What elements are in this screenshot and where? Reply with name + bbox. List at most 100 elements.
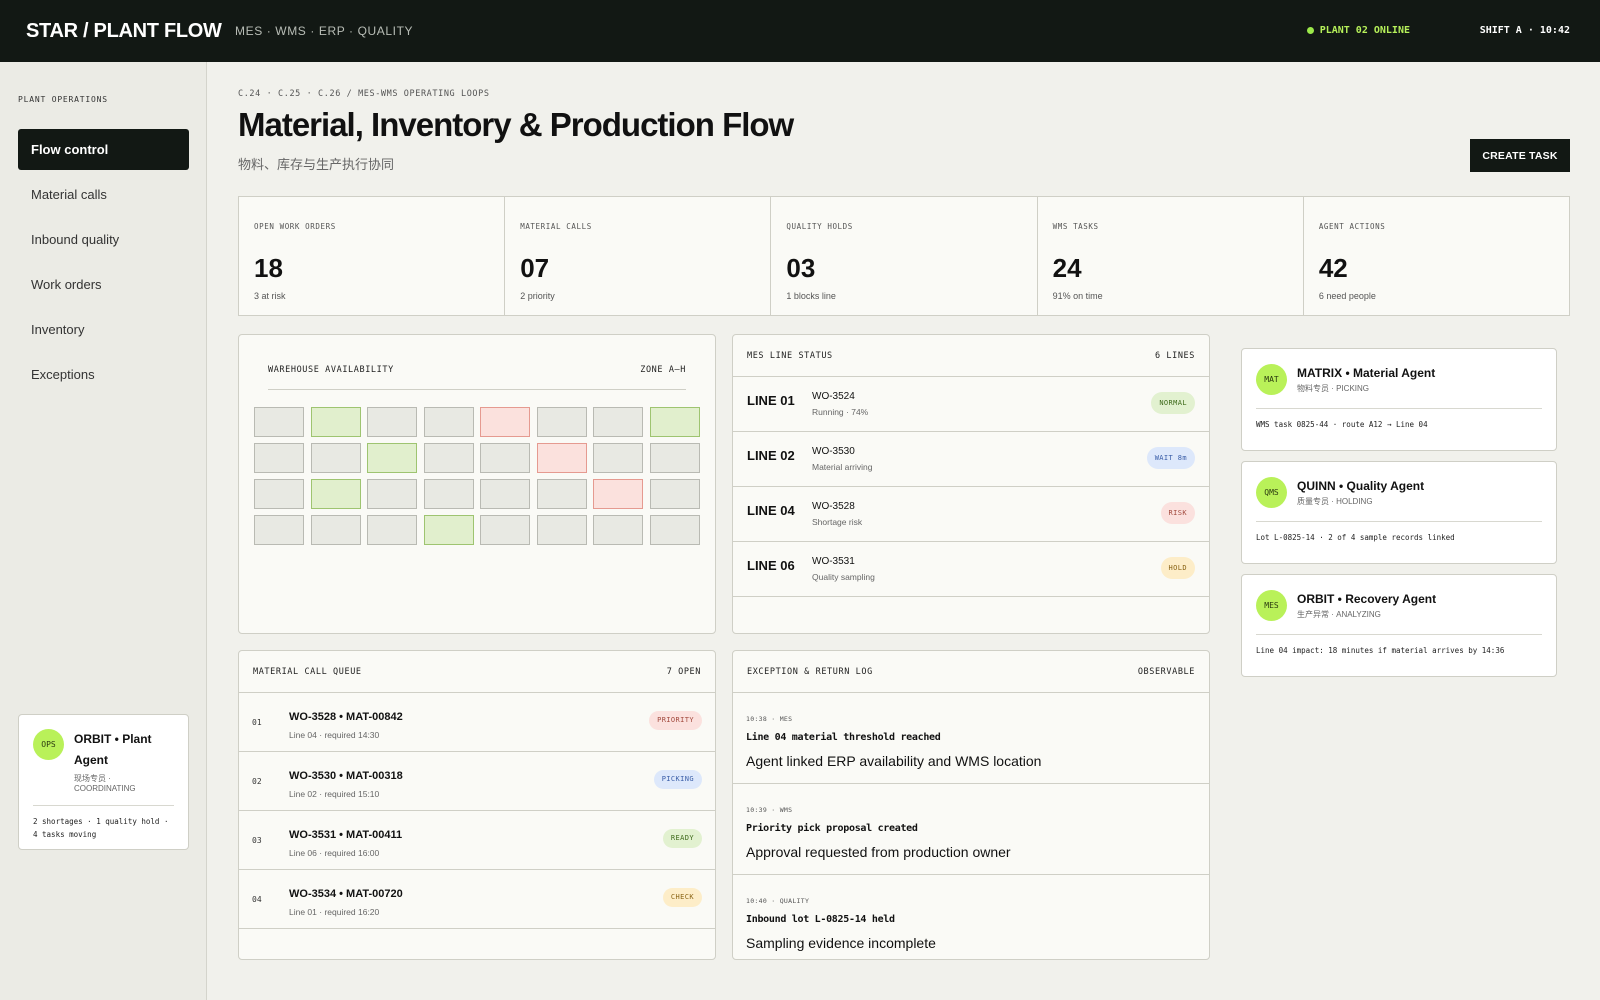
sidebar-item-flow-control[interactable]: Flow control (18, 129, 189, 170)
kpi-value: 18 (254, 253, 283, 283)
kpi-wms-tasks[interactable]: WMS TASKS 24 91% on time (1038, 197, 1304, 315)
log-meta: 10:38 · MES (746, 715, 793, 723)
row-number: 01 (252, 718, 262, 727)
kpi-value: 24 (1052, 253, 1082, 283)
warehouse-bin[interactable] (423, 479, 474, 509)
kpi-note: 6 need people (1318, 291, 1376, 301)
call-detail: Line 06 · required 16:00 (289, 848, 380, 858)
log-description: Approval requested from production owner (746, 844, 1011, 860)
agent-name: ORBIT • Plant Agent (74, 732, 152, 767)
agent-note: Lot L-0825-14 · 2 of 4 sample records li… (1256, 533, 1455, 542)
agent-avatar: MAT (1256, 364, 1287, 395)
line-row[interactable]: LINE 04 WO-3528 Shortage risk RISK (733, 487, 1209, 542)
divider (1256, 634, 1542, 635)
warehouse-bin[interactable] (254, 443, 304, 473)
sidebar-item-material-calls[interactable]: Material calls (31, 187, 107, 202)
warehouse-bin[interactable] (536, 515, 587, 545)
queue-row[interactable]: 02 WO-3530 • MAT-00318 Line 02 · require… (239, 752, 715, 811)
quality-agent-card[interactable]: QMS QUINN • Quality Agent 质量专员 · HOLDING… (1241, 461, 1557, 564)
plant-agent-card[interactable]: OPS ORBIT • Plant Agent 现场专员 · COORDINAT… (18, 714, 189, 850)
open-count: 7 OPEN (666, 666, 701, 677)
warehouse-bin[interactable] (649, 443, 700, 473)
line-state: Quality sampling (812, 572, 875, 582)
warehouse-availability-panel: WAREHOUSE AVAILABILITY ZONE A–H (238, 334, 716, 634)
warehouse-bin[interactable] (367, 443, 417, 473)
warehouse-bin[interactable] (480, 515, 530, 545)
panel-title: WAREHOUSE AVAILABILITY (268, 365, 394, 375)
queue-row[interactable]: 04 WO-3534 • MAT-00720 Line 01 · require… (239, 870, 715, 929)
panel-header: MES LINE STATUS 6 LINES (733, 335, 1209, 377)
queue-row[interactable]: 03 WO-3531 • MAT-00411 Line 06 · require… (239, 811, 715, 870)
material-call-queue-panel: MATERIAL CALL QUEUE 7 OPEN 01 WO-3528 • … (238, 650, 716, 960)
kpi-note: 91% on time (1052, 291, 1103, 301)
panel-header: WAREHOUSE AVAILABILITY ZONE A–H (268, 365, 686, 390)
warehouse-bin[interactable] (593, 515, 643, 545)
warehouse-bin[interactable] (423, 443, 474, 473)
warehouse-bin[interactable] (649, 407, 700, 437)
kpi-value: 42 (1318, 253, 1348, 283)
warehouse-bin[interactable] (480, 407, 530, 437)
warehouse-bin[interactable] (593, 443, 643, 473)
warehouse-bin[interactable] (649, 515, 700, 545)
sidebar-item-inbound-quality[interactable]: Inbound quality (31, 232, 120, 247)
brand-logo[interactable]: STAR / PLANT FLOW (26, 20, 222, 42)
line-name: LINE 04 (747, 503, 795, 518)
sidebar-heading: PLANT OPERATIONS (18, 95, 108, 104)
call-detail: Line 01 · required 16:20 (289, 907, 380, 917)
kpi-material-calls[interactable]: MATERIAL CALLS 07 2 priority (505, 197, 772, 315)
line-state: Running · 74% (812, 407, 869, 417)
row-number: 03 (252, 836, 262, 845)
warehouse-bin[interactable] (480, 479, 530, 509)
sidebar-item-work-orders[interactable]: Work orders (31, 277, 102, 292)
warehouse-bin[interactable] (367, 515, 417, 545)
warehouse-bin[interactable] (254, 407, 304, 437)
observable-tag: OBSERVABLE (1137, 666, 1195, 677)
call-detail: Line 02 · required 15:10 (289, 789, 380, 799)
warehouse-bin[interactable] (423, 515, 474, 545)
warehouse-bin[interactable] (593, 407, 643, 437)
agent-role: 生产异常 · ANALYZING (1297, 610, 1381, 619)
sidebar-item-inventory[interactable]: Inventory (31, 322, 85, 337)
line-row[interactable]: LINE 02 WO-3530 Material arriving WAIT 8… (733, 432, 1209, 487)
log-description: Agent linked ERP availability and WMS lo… (746, 753, 1042, 769)
panel-header: EXCEPTION & RETURN LOG OBSERVABLE (733, 651, 1209, 693)
queue-row[interactable]: 01 WO-3528 • MAT-00842 Line 04 · require… (239, 693, 715, 752)
warehouse-bin[interactable] (254, 479, 304, 509)
warehouse-bin[interactable] (367, 407, 417, 437)
material-agent-card[interactable]: MAT MATRIX • Material Agent 物料专员 · PICKI… (1241, 348, 1557, 451)
create-task-button[interactable]: CREATE TASK (1470, 139, 1570, 172)
warehouse-bin[interactable] (423, 407, 474, 437)
warehouse-bin[interactable] (536, 443, 587, 473)
line-name: LINE 01 (747, 393, 795, 408)
sidebar-item-exceptions[interactable]: Exceptions (31, 367, 95, 382)
warehouse-bin[interactable] (310, 443, 361, 473)
warehouse-bin[interactable] (536, 407, 587, 437)
kpi-quality-holds[interactable]: QUALITY HOLDS 03 1 blocks line (771, 197, 1038, 315)
kpi-agent-actions[interactable]: AGENT ACTIONS 42 6 need people (1304, 197, 1569, 315)
recovery-agent-card[interactable]: MES ORBIT • Recovery Agent 生产异常 · ANALYZ… (1241, 574, 1557, 677)
line-row[interactable]: LINE 06 WO-3531 Quality sampling HOLD (733, 542, 1209, 597)
row-number: 04 (252, 895, 262, 904)
warehouse-bin[interactable] (480, 443, 530, 473)
log-entry[interactable]: 10:40 · QUALITY Inbound lot L-0825-14 he… (733, 875, 1209, 959)
warehouse-bin[interactable] (649, 479, 700, 509)
kpi-open-work-orders[interactable]: OPEN WORK ORDERS 18 3 at risk (239, 197, 506, 315)
warehouse-bin[interactable] (536, 479, 587, 509)
line-work-order: WO-3524 (812, 391, 855, 402)
call-title: WO-3528 • MAT-00842 (289, 711, 403, 723)
warehouse-bin[interactable] (310, 407, 361, 437)
agent-avatar: MES (1256, 590, 1287, 621)
warehouse-bin[interactable] (310, 479, 361, 509)
sidebar: PLANT OPERATIONS Flow control Material c… (0, 62, 207, 1000)
log-entry[interactable]: 10:38 · MES Line 04 material threshold r… (733, 693, 1209, 784)
kpi-label: AGENT ACTIONS (1318, 222, 1386, 231)
line-row[interactable]: LINE 01 WO-3524 Running · 74% NORMAL (733, 377, 1209, 432)
warehouse-bin[interactable] (310, 515, 361, 545)
status-badge: READY (662, 829, 702, 848)
warehouse-bin[interactable] (254, 515, 304, 545)
agent-avatar: OPS (33, 729, 64, 760)
warehouse-bin[interactable] (593, 479, 643, 509)
warehouse-bin[interactable] (367, 479, 417, 509)
log-description: Sampling evidence incomplete (746, 935, 936, 951)
log-entry[interactable]: 10:39 · WMS Priority pick proposal creat… (733, 784, 1209, 875)
